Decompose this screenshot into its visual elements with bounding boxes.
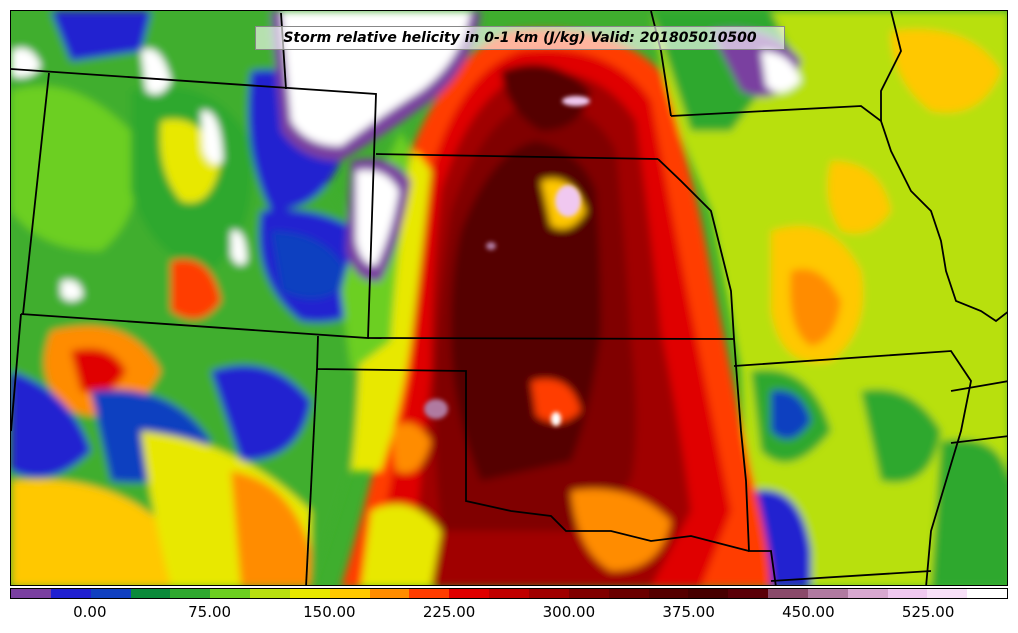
- colorbar-tick-label: 450.00: [782, 603, 835, 621]
- colorbar-tick-label: 375.00: [662, 603, 715, 621]
- colorbar-segment: [927, 589, 968, 598]
- colorbar-segment: [11, 589, 51, 598]
- colorbar-segment: [449, 589, 490, 598]
- colorbar-tick-label: 300.00: [542, 603, 596, 621]
- colorbar-segment: [170, 589, 211, 598]
- map-title: Storm relative helicity in 0-1 km (J/kg)…: [283, 30, 757, 46]
- colorbar-segment: [90, 589, 131, 598]
- helicity-field-map: [11, 11, 1007, 585]
- colorbar-segment: [608, 589, 649, 598]
- colorbar-segment: [568, 589, 609, 598]
- colorbar-segment: [489, 589, 529, 598]
- colorbar-segment: [250, 589, 290, 598]
- map-panel: Storm relative helicity in 0-1 km (J/kg)…: [10, 10, 1008, 586]
- colorbar-tick-label: 75.00: [188, 603, 232, 621]
- colorbar-segment: [768, 589, 808, 598]
- helicity-shading: [11, 11, 1007, 585]
- colorbar-segment: [688, 589, 729, 598]
- state-boundaries: [11, 11, 1007, 585]
- colorbar-tick-label: 525.00: [901, 603, 955, 621]
- colorbar-segment: [728, 589, 769, 598]
- colorbar-segment: [807, 589, 848, 598]
- colorbar-segment: [887, 589, 928, 598]
- extreme-helicity-spots: [424, 96, 590, 426]
- colorbar-tick-label: 0.00: [73, 603, 107, 621]
- colorbar-segment: [409, 589, 450, 598]
- colorbar-segment: [130, 589, 171, 598]
- colorbar-tick-labels: 0.00 75.00 150.00 225.00 300.00 375.00 450.00 5…: [10, 603, 1008, 625]
- colorbar-segment: [210, 589, 251, 598]
- colorbar-tick-label: 225.00: [422, 603, 476, 621]
- colorbar-segment: [329, 589, 370, 598]
- colorbar-segment: [967, 589, 1008, 598]
- colorbar-segment: [369, 589, 410, 598]
- colorbar-segment: [528, 589, 569, 598]
- map-title-box: Storm relative helicity in 0-1 km (J/kg)…: [255, 26, 785, 50]
- colorbar-segment: [289, 589, 330, 598]
- colorbar-segment: [50, 589, 91, 598]
- colorbar: [10, 588, 1008, 599]
- colorbar-segment: [648, 589, 689, 598]
- colorbar-segment: [847, 589, 888, 598]
- colorbar-tick-label: 150.00: [303, 603, 356, 621]
